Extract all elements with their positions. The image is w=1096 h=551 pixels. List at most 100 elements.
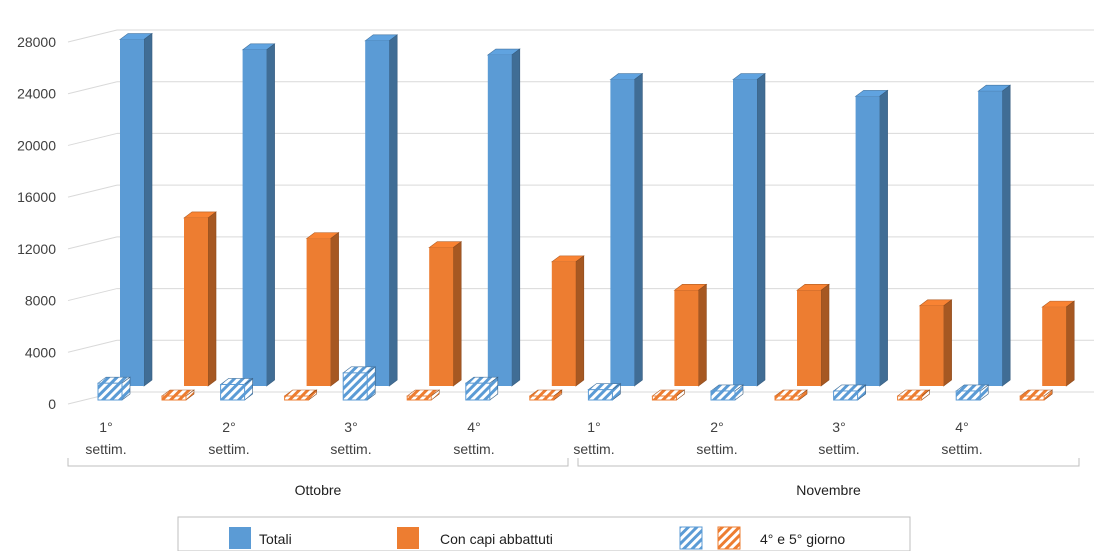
legend-swatch-hatch-orange	[717, 526, 741, 550]
group-labels: Ottobre Novembre	[67, 458, 1080, 498]
x-tick-label: settim.	[573, 441, 614, 457]
bar-giorni-totali-front	[833, 390, 859, 401]
bar-con-capi-side	[452, 241, 462, 387]
bar-totali	[119, 32, 153, 387]
bar-giorni-totali	[955, 384, 990, 401]
y-tick-label: 16000	[17, 189, 56, 205]
bar-giorni-con-capi-front	[284, 395, 310, 401]
y-tick-label: 28000	[17, 34, 56, 50]
gridline-side	[67, 184, 118, 198]
legend-frame	[177, 516, 911, 551]
y-tick-label: 4000	[25, 344, 56, 360]
bar-giorni-totali	[464, 376, 499, 401]
x-tick-label: settim.	[818, 441, 859, 457]
y-tick-label: 12000	[17, 241, 56, 257]
x-tick-label: 3°	[344, 419, 357, 435]
bar-giorni-totali	[342, 366, 377, 401]
bar-totali-front	[120, 39, 144, 387]
bar-giorni-totali-front	[710, 390, 736, 401]
bar-con-capi-front	[674, 290, 699, 386]
x-tick-label: settim.	[941, 441, 982, 457]
gridline-side	[67, 288, 118, 302]
bar-con-capi-front	[429, 247, 454, 386]
bar-totali-front	[365, 40, 390, 387]
x-axis-labels: 1° settim. 2° settim. 3° settim. 4° settim. 1° se…	[85, 419, 982, 457]
bar-totali-front	[242, 49, 267, 386]
bar-con-capi	[428, 241, 463, 387]
x-tick-label: settim.	[208, 441, 249, 457]
legend-label-totali: Totali	[259, 531, 292, 547]
bar-giorni-totali-front	[97, 382, 123, 401]
legend-label-giorni: 4° e 5° giorno	[760, 531, 845, 547]
bar-con-capi-front	[551, 261, 576, 386]
x-tick-label: settim.	[330, 441, 371, 457]
bar-totali-side	[634, 72, 643, 387]
bar-totali-front	[733, 79, 757, 386]
bar-con-capi	[1041, 300, 1076, 387]
bar-con-capi	[183, 211, 217, 387]
y-axis-ticks: 0 4000 8000 12000 16000 20000 24000 28000	[17, 34, 56, 412]
bar-giorni-con-capi-front	[651, 395, 677, 401]
bar-totali-front	[487, 55, 512, 387]
legend-label-con-capi: Con capi abbattuti	[440, 531, 553, 547]
bar-totali-side	[756, 72, 766, 387]
gridline-side	[67, 236, 118, 250]
bar-giorni-totali	[587, 383, 622, 401]
bar-giorni-totali-side	[366, 366, 376, 401]
group-label: Ottobre	[295, 482, 342, 498]
legend-swatch-totali	[229, 527, 251, 549]
bar-con-capi-side	[698, 283, 707, 387]
bar-totali-side	[879, 89, 888, 387]
x-tick-label: 4°	[467, 419, 480, 435]
bar-giorni-con-capi	[283, 389, 318, 401]
gridline-side	[67, 29, 118, 43]
gridline-side	[67, 132, 118, 146]
x-tick-label: settim.	[85, 441, 126, 457]
bar-giorni-totali-front	[220, 383, 246, 401]
bar-giorni-con-capi-front	[774, 395, 800, 401]
legend-swatch-hatch-blue	[679, 526, 703, 550]
bar-totali-side	[511, 48, 521, 387]
bar-con-capi-side	[943, 299, 952, 387]
bar-con-capi-front	[1042, 307, 1067, 386]
x-tick-label: 2°	[222, 419, 235, 435]
y-tick-label: 20000	[17, 137, 56, 153]
bar-giorni-totali	[97, 376, 131, 401]
bars	[97, 32, 1076, 401]
bar-totali-front	[978, 91, 1003, 386]
bar-giorni-totali	[710, 384, 744, 401]
x-tick-label: settim.	[453, 441, 494, 457]
bar-giorni-con-capi-front	[1019, 395, 1045, 401]
group-bracket	[67, 458, 569, 467]
bar-totali	[854, 89, 889, 387]
y-tick-label: 0	[48, 396, 56, 412]
group-label: Novembre	[796, 482, 861, 498]
bar-giorni-con-capi	[651, 389, 686, 401]
bar-totali	[732, 72, 766, 387]
bar-totali	[241, 43, 276, 387]
x-tick-label: 4°	[955, 419, 968, 435]
x-tick-label: 1°	[99, 419, 112, 435]
bar-giorni-con-capi-front	[529, 395, 555, 401]
y-tick-label: 8000	[25, 293, 56, 309]
bar-giorni-con-capi	[1019, 389, 1054, 401]
bar-con-capi-front	[797, 290, 821, 386]
bar-giorni-con-capi	[406, 389, 441, 401]
bar-giorni-con-capi-front	[406, 395, 432, 401]
bar-giorni-con-capi-front	[161, 395, 187, 401]
bar-giorni-con-capi-front	[897, 395, 923, 401]
bar-giorni-totali	[832, 384, 867, 401]
bar-giorni-totali	[219, 377, 254, 401]
bar-totali-front	[855, 96, 880, 387]
x-tick-label: settim.	[696, 441, 737, 457]
x-tick-label: 2°	[710, 419, 723, 435]
gridlines	[67, 29, 1094, 405]
legend: Totali Con capi abbattuti 4° e 5° giorno	[177, 516, 911, 551]
bar-con-capi-side	[207, 211, 217, 387]
bar-totali-side	[266, 43, 275, 387]
bar-giorni-con-capi	[774, 389, 808, 401]
bar-giorni-con-capi	[896, 389, 931, 401]
x-tick-label: 3°	[832, 419, 845, 435]
gridline-side	[67, 339, 118, 353]
